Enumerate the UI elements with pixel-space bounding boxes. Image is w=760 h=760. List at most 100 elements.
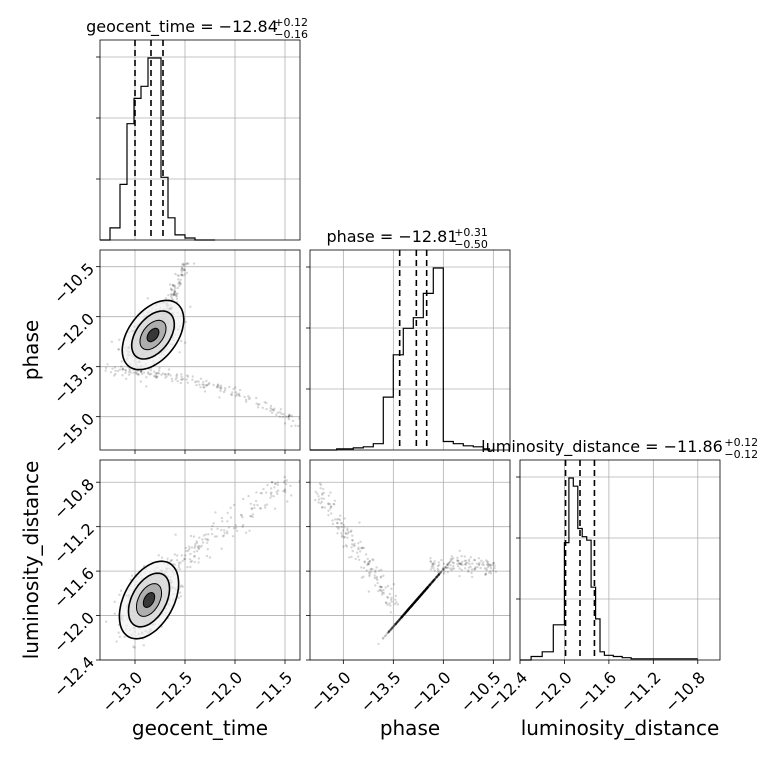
sample-point [401,614,404,618]
sample-point [420,592,424,596]
sample-point [327,514,330,517]
sample-point [173,290,176,294]
sample-point [421,591,425,594]
sample-point [404,610,408,614]
sample-point [198,536,201,539]
sample-point [316,492,319,495]
sample-point [340,531,343,535]
sample-point [353,544,356,548]
sample-point [428,584,431,587]
sample-point [160,556,164,559]
sample-point [182,269,185,272]
sample-point [180,584,183,587]
sample-point [417,597,420,600]
sample-point [414,600,417,603]
sample-point [393,624,396,627]
sample-point [399,616,403,620]
sample-point [189,305,192,308]
sample-point [407,607,410,611]
sample-point [431,580,434,583]
sample-point [410,605,413,608]
sample-point [359,540,362,543]
sample-point [405,610,408,613]
sample-point [416,597,420,600]
sample-point [397,619,400,622]
sample-point [241,525,244,528]
sample-point [270,408,274,411]
sample-point [188,558,192,561]
sample-point [414,600,417,603]
sample-point [407,607,411,610]
sample-point [435,576,438,579]
sample-point [189,560,192,564]
sample-point [185,378,188,381]
sample-point [401,615,404,618]
sample-point [405,609,408,613]
sample-point [321,506,324,509]
sample-point [415,598,419,602]
sample-point [375,575,378,579]
sample-point [403,612,406,615]
sample-point [178,568,182,571]
sample-point [426,586,429,589]
sample-point [422,591,425,594]
sample-point [282,490,285,493]
sample-point [408,607,411,610]
sample-point [411,603,414,607]
sample-point [150,372,153,376]
sample-point [425,587,428,591]
sample-point [405,610,408,613]
sample-point [411,603,414,606]
sample-point [403,612,406,615]
sample-point [488,571,491,574]
sample-point [390,600,393,603]
sample-point [424,588,427,592]
sample-point [193,550,196,553]
sample-point [125,377,128,380]
sample-point [413,601,416,604]
sample-point [446,563,449,566]
sample-point [145,385,148,388]
sample-point [412,602,415,605]
sample-point [398,618,401,621]
sample-point [446,563,449,566]
sample-point [174,287,177,290]
sample-point [415,598,418,601]
sample-point [399,617,402,620]
sample-point [184,341,187,344]
sample-point [426,586,429,589]
sample-point [387,630,391,634]
sample-point [418,595,421,599]
sample-point [269,496,272,499]
sample-point [222,534,226,537]
sample-point [395,621,398,625]
sample-point [171,298,175,301]
sample-point [432,579,435,583]
sample-point [417,595,421,599]
sample-point [393,602,397,606]
sample-point [199,377,203,380]
sample-point [438,563,441,567]
sample-point [401,615,404,618]
sample-point [338,518,342,522]
sample-point [179,381,183,385]
sample-point [164,373,167,376]
sample-point [427,584,431,587]
sample-point [415,599,418,602]
sample-point [379,585,383,589]
sample-point [413,600,416,604]
sample-point [449,557,452,561]
sample-point [380,575,383,578]
sample-point [417,596,420,599]
sample-point [410,605,413,608]
sample-point [407,608,410,611]
sample-point [357,546,360,549]
sample-point [177,282,180,285]
sample-point [181,585,184,588]
sample-point [429,582,432,586]
sample-point [374,584,377,587]
sample-point [142,644,145,647]
sample-point [413,601,416,605]
sample-point [206,541,209,544]
sample-point [167,372,170,376]
